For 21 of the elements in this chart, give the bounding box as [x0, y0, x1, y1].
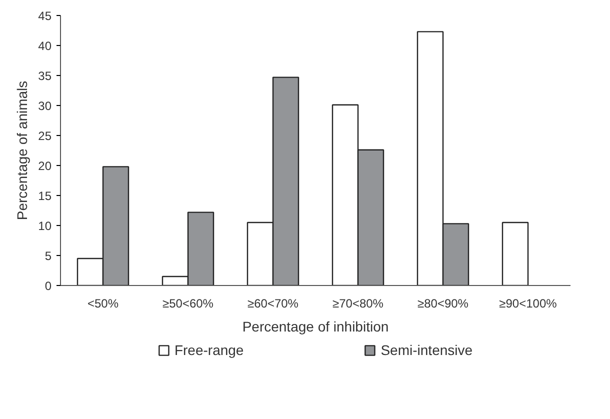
- x-tick-label: <50%: [87, 296, 119, 310]
- x-tick-label: ≥80<90%: [418, 296, 469, 310]
- y-tick-label: 35: [38, 69, 52, 83]
- y-tick-label: 40: [38, 39, 52, 53]
- y-tick-label: 20: [38, 159, 52, 173]
- x-tick-label: ≥90<100%: [499, 296, 558, 310]
- x-axis-title: Percentage of inhibition: [242, 318, 389, 334]
- legend-label: Free-range: [174, 342, 244, 358]
- y-tick-label: 5: [44, 249, 52, 263]
- x-tick-label: ≥50<60%: [162, 296, 214, 310]
- bar: [502, 222, 529, 286]
- y-tick-label: 30: [38, 99, 52, 113]
- y-tick-label: 0: [44, 279, 52, 293]
- y-axis-title: Percentage of animals: [14, 80, 30, 220]
- x-tick-label: ≥60<70%: [248, 296, 299, 310]
- y-tick-label: 15: [38, 189, 52, 203]
- x-tick-label: ≥70<80%: [332, 296, 384, 310]
- legend-label: Semi-intensive: [380, 342, 473, 358]
- y-tick-label: 10: [38, 219, 52, 233]
- y-tick-label: 25: [38, 129, 52, 143]
- y-tick-label: 45: [38, 9, 52, 23]
